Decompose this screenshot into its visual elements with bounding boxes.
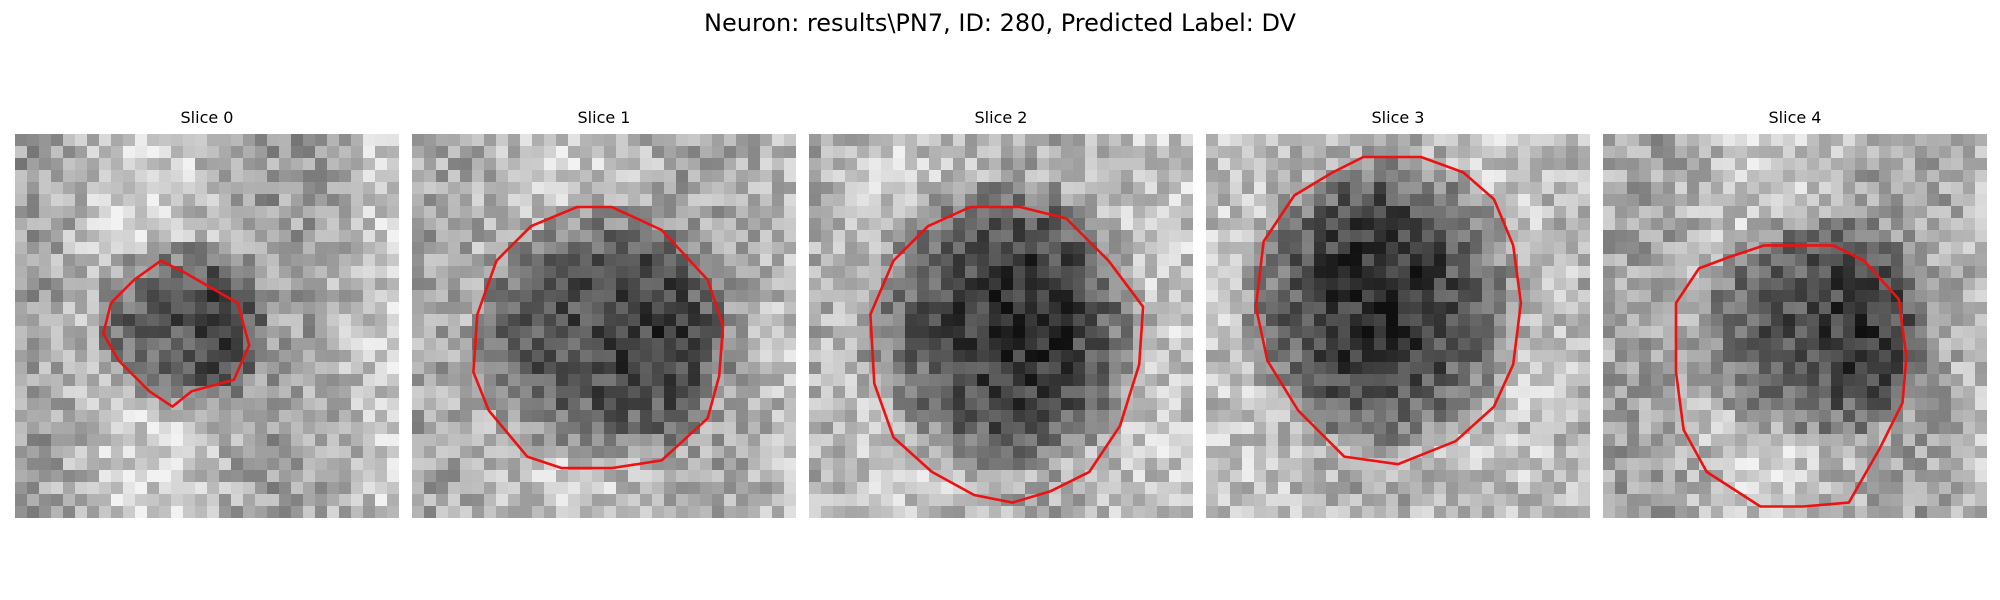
slice-image <box>15 134 399 518</box>
figure-title: Neuron: results\PN7, ID: 280, Predicted … <box>704 9 1296 37</box>
slice-title: Slice 0 <box>180 108 234 127</box>
slice-panel: Slice 0 <box>15 108 399 518</box>
slice-panel: Slice 4 <box>1603 108 1987 518</box>
grayscale-image <box>1603 134 1987 518</box>
grayscale-image <box>1206 134 1590 518</box>
segmentation-contour <box>1674 244 1908 508</box>
segmentation-contour <box>472 205 725 470</box>
slice-title: Slice 3 <box>1371 108 1425 127</box>
grayscale-image <box>412 134 796 518</box>
slice-panel: Slice 2 <box>809 108 1193 518</box>
grayscale-image <box>809 134 1193 518</box>
slice-title: Slice 1 <box>577 108 631 127</box>
grayscale-image <box>15 134 399 518</box>
slice-title: Slice 4 <box>1768 108 1822 127</box>
segmentation-contour <box>1254 155 1523 466</box>
slice-panel: Slice 1 <box>412 108 796 518</box>
slice-image <box>412 134 796 518</box>
slice-image <box>1603 134 1987 518</box>
slice-image <box>809 134 1193 518</box>
slice-image <box>1206 134 1590 518</box>
slice-panel: Slice 3 <box>1206 108 1590 518</box>
slice-title: Slice 2 <box>974 108 1028 127</box>
segmentation-contour <box>102 259 251 408</box>
segmentation-contour <box>869 205 1145 504</box>
